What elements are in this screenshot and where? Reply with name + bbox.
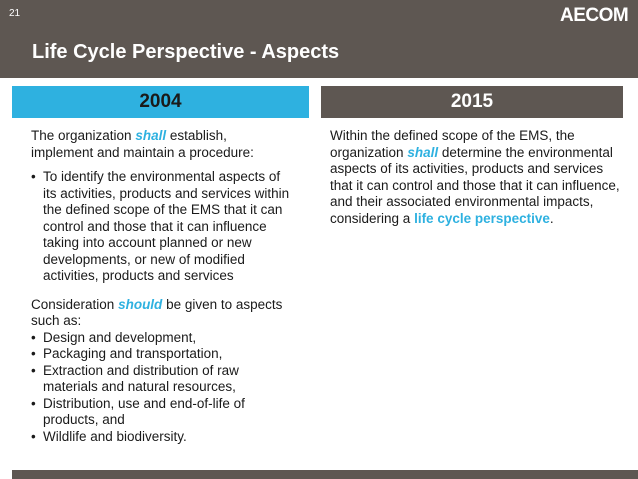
intro-text-end: establish, implement and maintain a proc… <box>31 128 254 160</box>
keyword-should: should <box>118 296 163 312</box>
text-2015: Within the defined scope of the EMS, the… <box>330 128 575 160</box>
footer-bar <box>12 470 638 479</box>
aspect-item: Packaging and transportation, <box>31 346 291 363</box>
aspect-item: Extraction and distribution of raw mater… <box>31 363 291 396</box>
column-2004: The organization shall establish, implem… <box>31 128 291 445</box>
requirement-bullet: To identify the environmental aspects of… <box>31 169 291 285</box>
heading-2015: 2015 <box>321 86 623 118</box>
slide-title: Life Cycle Perspective - Aspects <box>32 41 340 63</box>
intro-text: The organization <box>31 128 136 143</box>
aspect-item: Distribution, use and end-of-life of pro… <box>31 396 291 429</box>
consider-text-end: be given to aspects such as: <box>31 296 283 329</box>
text-2015-end: . <box>549 210 554 226</box>
keyword-shall: shall <box>135 128 167 143</box>
aspect-item: Design and development, <box>31 330 291 347</box>
header-bar: 21 AECOM Life Cycle Perspective - Aspect… <box>0 0 638 78</box>
consideration-paragraph: Consideration should be given to aspects… <box>31 297 291 330</box>
slide-number: 21 <box>9 8 21 19</box>
text-2015-mid: determine the environmental aspects of i… <box>330 144 620 226</box>
aecom-logo: AECOM <box>560 5 629 26</box>
paragraph-2015: Within the defined scope of the EMS, the… <box>330 128 620 227</box>
keyword-shall: shall <box>407 144 439 160</box>
heading-2004: 2004 <box>12 86 309 118</box>
column-2015: Within the defined scope of the EMS, the… <box>330 128 620 227</box>
keyword-life-cycle: life cycle perspective <box>414 210 550 226</box>
aspect-item: Wildlife and biodiversity. <box>31 429 291 446</box>
intro-paragraph: The organization shall establish, implem… <box>31 128 291 161</box>
consider-text: Consideration <box>31 296 119 312</box>
